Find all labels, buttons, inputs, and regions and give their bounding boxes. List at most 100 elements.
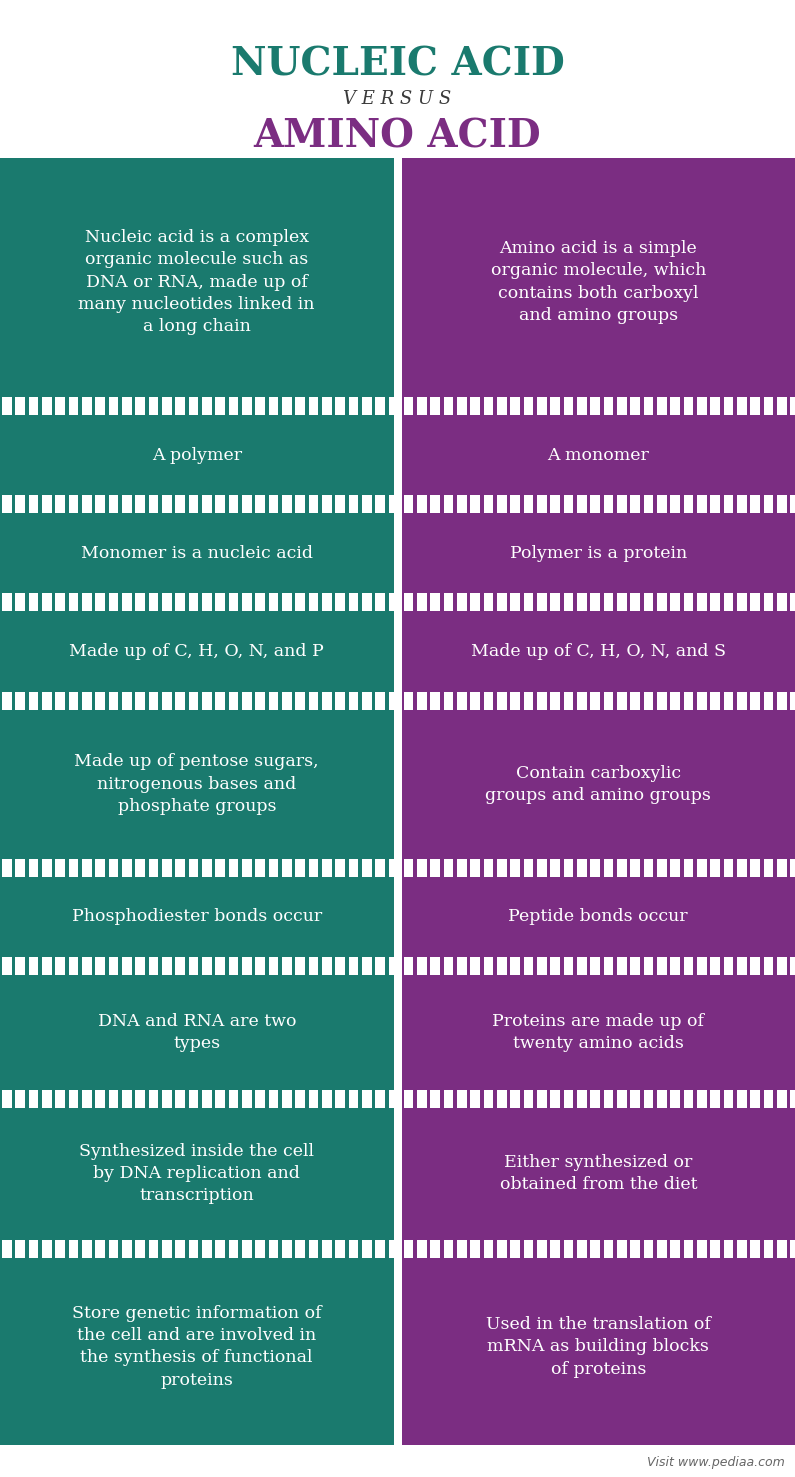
Bar xyxy=(790,397,795,415)
Bar xyxy=(657,957,667,975)
Bar xyxy=(417,495,426,514)
Bar xyxy=(215,1239,225,1258)
Bar xyxy=(2,397,12,415)
Bar xyxy=(603,957,613,975)
Bar xyxy=(109,397,118,415)
Bar xyxy=(269,957,278,975)
Bar xyxy=(296,957,305,975)
Bar xyxy=(524,1239,533,1258)
Bar xyxy=(363,495,372,514)
Bar xyxy=(95,858,105,877)
Bar xyxy=(710,397,720,415)
Bar xyxy=(0,1248,394,1445)
Bar xyxy=(349,397,359,415)
Bar xyxy=(577,1239,587,1258)
Bar xyxy=(202,957,211,975)
Bar xyxy=(349,858,359,877)
Bar xyxy=(2,691,12,709)
Bar xyxy=(269,1090,278,1108)
Bar xyxy=(149,397,158,415)
Bar xyxy=(401,158,795,406)
Bar xyxy=(670,957,680,975)
Bar xyxy=(470,1090,480,1108)
Bar xyxy=(308,495,319,514)
Bar xyxy=(149,1090,158,1108)
Bar xyxy=(697,594,707,611)
Bar xyxy=(777,1090,787,1108)
Bar xyxy=(737,594,747,611)
Bar xyxy=(483,1239,493,1258)
Bar xyxy=(764,957,774,975)
Bar xyxy=(202,594,211,611)
Bar xyxy=(444,594,453,611)
Bar xyxy=(657,594,667,611)
Bar xyxy=(550,495,560,514)
Bar xyxy=(470,957,480,975)
Bar xyxy=(430,1239,440,1258)
Bar xyxy=(162,594,172,611)
Bar xyxy=(122,957,132,975)
Bar xyxy=(764,858,774,877)
Bar xyxy=(29,594,38,611)
Bar xyxy=(242,858,252,877)
Bar xyxy=(29,691,38,709)
Bar xyxy=(470,691,480,709)
Bar xyxy=(282,858,292,877)
Bar xyxy=(349,957,359,975)
Bar xyxy=(242,397,252,415)
Bar xyxy=(56,691,65,709)
Bar xyxy=(2,957,12,975)
Bar xyxy=(229,1239,238,1258)
Bar xyxy=(296,858,305,877)
Text: Made up of C, H, O, N, and S: Made up of C, H, O, N, and S xyxy=(471,642,726,660)
Bar xyxy=(590,1090,600,1108)
Bar xyxy=(95,397,105,415)
Text: V E R S U S: V E R S U S xyxy=(343,90,452,108)
Bar xyxy=(149,1239,158,1258)
Bar xyxy=(322,1239,332,1258)
Bar xyxy=(95,1090,105,1108)
Bar xyxy=(417,397,426,415)
Bar xyxy=(537,691,546,709)
Bar xyxy=(723,594,733,611)
Bar xyxy=(457,858,467,877)
Bar xyxy=(68,1239,79,1258)
Bar xyxy=(308,957,319,975)
Text: Proteins are made up of
twenty amino acids: Proteins are made up of twenty amino aci… xyxy=(492,1013,704,1052)
Text: Made up of C, H, O, N, and P: Made up of C, H, O, N, and P xyxy=(69,642,324,660)
Bar xyxy=(684,691,693,709)
Bar xyxy=(630,495,640,514)
Bar xyxy=(215,1090,225,1108)
Bar xyxy=(135,1239,145,1258)
Bar xyxy=(0,966,394,1099)
Bar xyxy=(0,406,394,504)
Bar xyxy=(657,1090,667,1108)
Bar xyxy=(122,495,132,514)
Bar xyxy=(483,495,493,514)
Bar xyxy=(723,495,733,514)
Bar xyxy=(122,1090,132,1108)
Bar xyxy=(524,594,533,611)
Bar xyxy=(670,594,680,611)
Bar xyxy=(603,495,613,514)
Bar xyxy=(590,495,600,514)
Bar xyxy=(644,397,653,415)
Bar xyxy=(308,397,319,415)
Bar xyxy=(590,858,600,877)
Bar xyxy=(109,957,118,975)
Bar xyxy=(697,495,707,514)
Bar xyxy=(750,1090,760,1108)
Bar xyxy=(202,858,211,877)
Bar xyxy=(510,691,520,709)
Bar xyxy=(550,858,560,877)
Bar xyxy=(777,691,787,709)
Bar xyxy=(335,691,345,709)
Bar xyxy=(510,397,520,415)
Bar xyxy=(82,858,91,877)
Bar xyxy=(68,1090,79,1108)
Bar xyxy=(684,957,693,975)
Bar xyxy=(389,1090,398,1108)
Bar xyxy=(777,957,787,975)
Bar xyxy=(308,858,319,877)
Bar xyxy=(0,158,394,406)
